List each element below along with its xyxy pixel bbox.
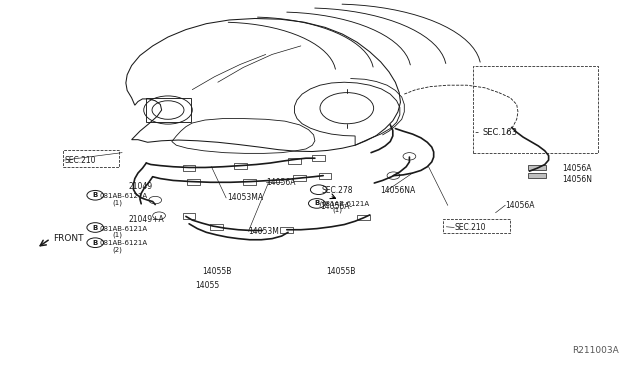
Text: FRONT: FRONT	[53, 234, 84, 243]
Bar	[234, 163, 246, 169]
Text: 14053M: 14053M	[248, 227, 279, 236]
Text: 14055: 14055	[195, 281, 220, 290]
Text: (2): (2)	[113, 247, 122, 253]
Text: 081AB-6121A: 081AB-6121A	[321, 201, 369, 207]
Text: 14056A: 14056A	[266, 178, 295, 187]
Text: 14056NA: 14056NA	[381, 186, 416, 195]
Text: SEC.163: SEC.163	[483, 128, 518, 137]
Text: 081AB-6121A: 081AB-6121A	[100, 240, 148, 246]
Text: B: B	[93, 225, 98, 231]
Bar	[288, 158, 301, 164]
Text: 21049+A: 21049+A	[129, 215, 164, 224]
Text: B: B	[93, 240, 98, 246]
Bar	[293, 175, 306, 181]
Text: SEC.210: SEC.210	[65, 155, 96, 164]
Text: 14053MA: 14053MA	[227, 193, 264, 202]
Text: SEC.210: SEC.210	[454, 223, 486, 232]
Bar	[187, 179, 200, 185]
Bar	[210, 224, 223, 230]
Bar	[243, 179, 256, 185]
Text: B: B	[93, 192, 98, 198]
Bar	[312, 155, 325, 161]
Text: (1): (1)	[113, 199, 122, 206]
Bar	[528, 173, 546, 178]
Bar	[319, 173, 332, 179]
Bar	[528, 165, 546, 170]
Text: 081AB-6121A: 081AB-6121A	[100, 226, 148, 232]
Bar	[357, 215, 370, 221]
Text: B: B	[314, 201, 319, 206]
Text: 081AB-6121A: 081AB-6121A	[100, 193, 148, 199]
Text: 14055B: 14055B	[326, 267, 356, 276]
Text: (1): (1)	[333, 207, 343, 213]
Text: 14055B: 14055B	[202, 267, 231, 276]
Text: 14056A: 14056A	[505, 201, 534, 210]
Bar	[182, 214, 195, 219]
Text: 21049: 21049	[129, 182, 152, 191]
Text: 14056N: 14056N	[563, 175, 593, 184]
Text: 14056A: 14056A	[563, 164, 592, 173]
Text: 14056A-: 14056A-	[320, 202, 352, 211]
Text: (1): (1)	[113, 232, 122, 238]
Bar	[182, 165, 195, 171]
Text: SEC.278: SEC.278	[321, 186, 353, 195]
Bar	[280, 227, 293, 233]
Text: R211003A: R211003A	[572, 346, 619, 355]
